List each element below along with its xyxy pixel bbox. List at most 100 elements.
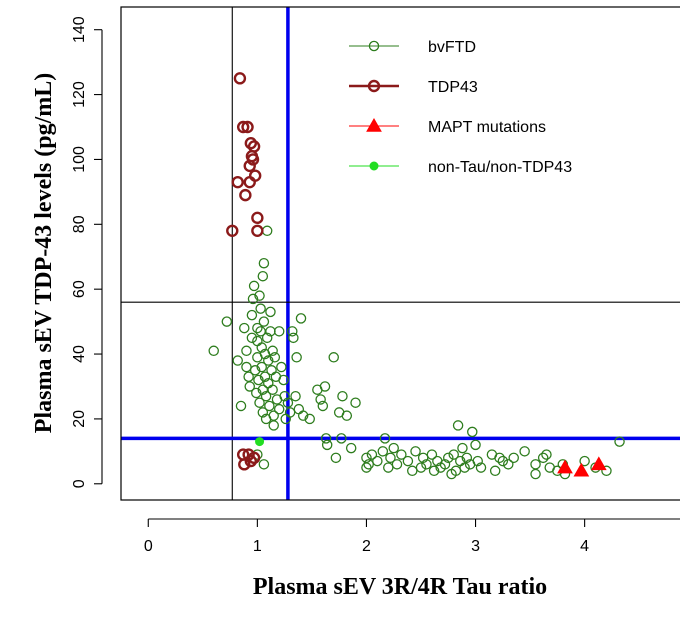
data-point — [243, 175, 256, 189]
y-tick-label: 0 — [71, 479, 88, 488]
data-point — [475, 462, 487, 473]
y-tick-label: 80 — [71, 215, 88, 233]
data-point — [443, 452, 454, 464]
legend-label: bvFTD — [428, 39, 476, 56]
data-point — [252, 322, 263, 334]
data-point — [254, 290, 265, 301]
x-tick-label: 2 — [362, 538, 371, 555]
series-0 — [208, 225, 625, 480]
data-point — [255, 437, 265, 447]
data-point — [494, 452, 505, 464]
data-point — [238, 458, 251, 471]
data-point — [410, 446, 421, 457]
data-point — [402, 455, 414, 467]
data-point — [279, 390, 290, 402]
data-point — [247, 293, 259, 305]
data-point — [273, 326, 285, 337]
data-point — [278, 374, 289, 386]
data-point — [573, 462, 590, 477]
data-point — [241, 361, 252, 373]
data-point — [261, 332, 273, 344]
legend-entry: TDP43 — [349, 79, 478, 96]
reference-lines — [121, 7, 680, 500]
data-point — [258, 257, 270, 269]
data-point — [241, 345, 252, 357]
y-tick-label: 60 — [71, 280, 88, 298]
data-point — [470, 439, 481, 451]
data-point — [243, 159, 256, 173]
data-point — [530, 459, 541, 470]
x-tick-label: 0 — [144, 538, 153, 555]
data-point — [246, 153, 260, 166]
y-tick-label: 100 — [71, 146, 88, 173]
data-point — [246, 332, 258, 344]
data-point — [269, 352, 281, 363]
data-point — [497, 455, 509, 467]
data-point — [259, 371, 271, 382]
data-point — [537, 452, 549, 464]
data-point — [261, 225, 273, 237]
legend-entry: bvFTD — [349, 39, 476, 56]
data-point — [317, 400, 329, 412]
data-point — [508, 452, 519, 464]
data-point — [273, 403, 285, 415]
data-point — [255, 303, 266, 314]
data-point — [415, 462, 427, 473]
data-point — [383, 462, 394, 473]
legend-entry: MAPT mutations — [349, 117, 546, 136]
data-point — [226, 224, 239, 237]
data-point — [319, 381, 331, 392]
data-point — [235, 400, 247, 412]
data-point — [350, 397, 361, 408]
data-point — [472, 455, 483, 467]
data-point — [457, 442, 468, 454]
data-point — [336, 433, 347, 444]
data-point — [264, 400, 275, 412]
x-tick-label: 1 — [253, 538, 262, 555]
data-point — [231, 175, 244, 189]
data-point — [257, 270, 269, 282]
data-point — [233, 72, 247, 85]
data-point — [379, 433, 391, 444]
data-point — [254, 397, 265, 408]
data-point — [557, 459, 573, 474]
data-point — [258, 316, 270, 327]
data-point — [579, 455, 590, 467]
legend: bvFTD TDP43 MAPT mutations non-Tau/non-TDP4… — [349, 39, 572, 176]
legend-marker — [369, 161, 379, 171]
x-tick-label: 3 — [471, 538, 480, 555]
data-point — [337, 390, 348, 402]
data-point — [530, 468, 541, 480]
plot-frame — [120, 6, 680, 501]
data-point — [282, 397, 294, 408]
data-points — [208, 72, 625, 480]
data-point — [366, 449, 378, 460]
data-point — [361, 462, 372, 473]
data-point — [439, 459, 451, 470]
data-point — [320, 433, 332, 444]
data-point — [363, 459, 374, 470]
series-1 — [226, 72, 264, 471]
data-point — [260, 390, 272, 402]
data-point — [503, 459, 514, 470]
data-point — [221, 316, 233, 327]
data-point — [257, 407, 269, 418]
data-point — [519, 446, 530, 457]
data-point — [391, 459, 403, 470]
data-point — [232, 355, 243, 366]
data-point — [239, 188, 252, 202]
data-point — [372, 455, 383, 467]
data-point — [251, 387, 262, 399]
legend-marker — [368, 40, 380, 52]
data-point — [276, 361, 287, 373]
data-point — [248, 280, 260, 292]
data-point — [297, 410, 309, 421]
data-point — [295, 313, 307, 324]
x-axis-title: Plasma sEV 3R/4R Tau ratio — [253, 574, 547, 600]
data-point — [241, 120, 254, 134]
data-point — [407, 465, 418, 477]
data-point — [247, 140, 261, 153]
legend-label: TDP43 — [428, 79, 478, 96]
data-point — [252, 335, 263, 347]
data-point — [467, 426, 478, 438]
